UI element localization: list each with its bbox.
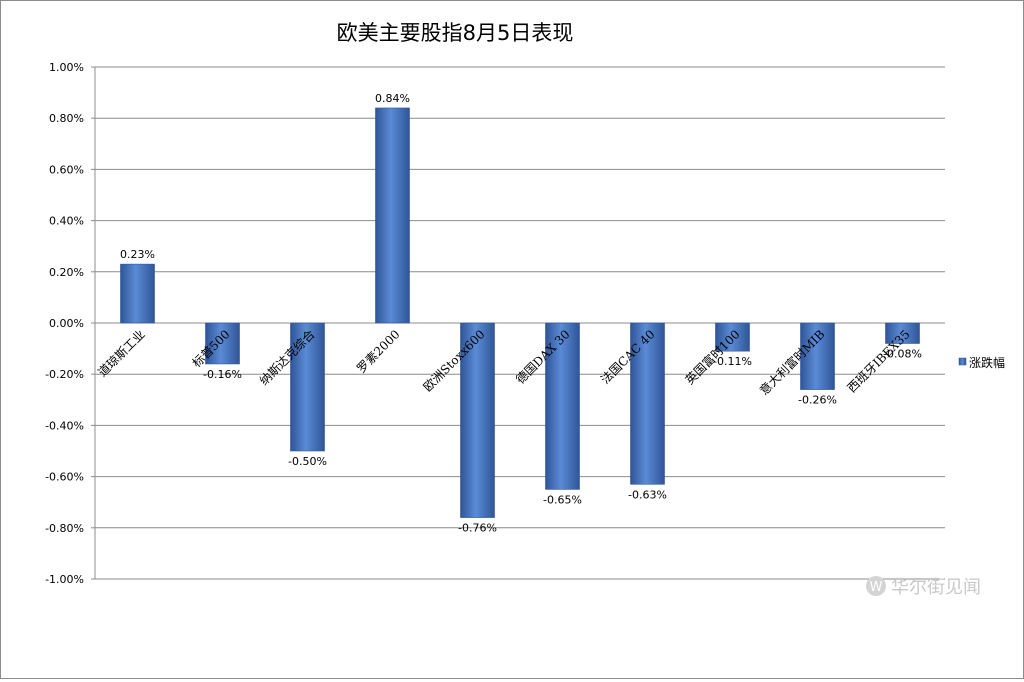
y-tick-label: -0.40% bbox=[45, 419, 84, 432]
y-tick-label: 0.00% bbox=[49, 317, 84, 330]
y-tick-label: -0.80% bbox=[45, 522, 84, 535]
bar-7 bbox=[630, 322, 665, 485]
y-tick-label: 0.40% bbox=[49, 215, 84, 228]
data-label: -0.63% bbox=[628, 488, 667, 501]
bar-8 bbox=[715, 322, 750, 352]
bar-2 bbox=[205, 322, 240, 365]
y-tick-label: 0.80% bbox=[49, 112, 84, 125]
y-tick-label: -0.60% bbox=[45, 471, 84, 484]
legend: 涨跌幅 bbox=[958, 355, 1005, 370]
data-label: -0.50% bbox=[288, 455, 327, 468]
y-tick-label: 0.60% bbox=[49, 163, 84, 176]
y-tick-label: 0.20% bbox=[49, 266, 84, 279]
data-label: 0.23% bbox=[120, 248, 155, 261]
bar-4 bbox=[375, 107, 410, 324]
y-axis-ticks: 1.00% 0.80% 0.60% 0.40% 0.20% 0.00% -0.20% -0.4… bbox=[45, 61, 84, 586]
watermark-text: 华尔街见闻 bbox=[891, 577, 981, 598]
bar-3 bbox=[290, 322, 325, 452]
y-tick-label: -1.00% bbox=[45, 573, 84, 586]
data-label: -0.76% bbox=[458, 522, 497, 535]
data-label: -0.26% bbox=[798, 394, 837, 407]
watermark: W 华尔街见闻 bbox=[866, 576, 981, 598]
bar-9 bbox=[800, 322, 835, 390]
data-label: 0.84% bbox=[375, 92, 410, 105]
x-tick-label: 道琼斯工业 bbox=[95, 327, 148, 380]
data-label: -0.16% bbox=[203, 368, 242, 381]
data-labels: 0.23% -0.16% -0.50% 0.84% -0.76% -0.65% -0.63%… bbox=[120, 92, 922, 535]
y-tick-label: 1.00% bbox=[49, 61, 84, 74]
data-label: -0.08% bbox=[883, 347, 922, 360]
bars bbox=[120, 107, 920, 518]
x-tick-label: 西班牙IBEX35 bbox=[845, 327, 913, 395]
legend-label: 涨跌幅 bbox=[969, 355, 1005, 370]
legend-swatch bbox=[958, 357, 967, 366]
bar-5 bbox=[460, 322, 495, 518]
chart-title: 欧美主要股指8月5日表现 bbox=[337, 21, 574, 45]
data-label: -0.65% bbox=[543, 493, 582, 506]
bar-6 bbox=[545, 322, 580, 490]
data-label: -0.11% bbox=[713, 355, 752, 368]
x-tick-label: 罗素2000 bbox=[354, 327, 402, 375]
y-tick-label: -0.20% bbox=[45, 368, 84, 381]
w-logo-icon bbox=[866, 576, 886, 596]
bar-10 bbox=[885, 322, 920, 344]
bar-1 bbox=[120, 263, 155, 324]
svg-text:W: W bbox=[870, 580, 883, 595]
